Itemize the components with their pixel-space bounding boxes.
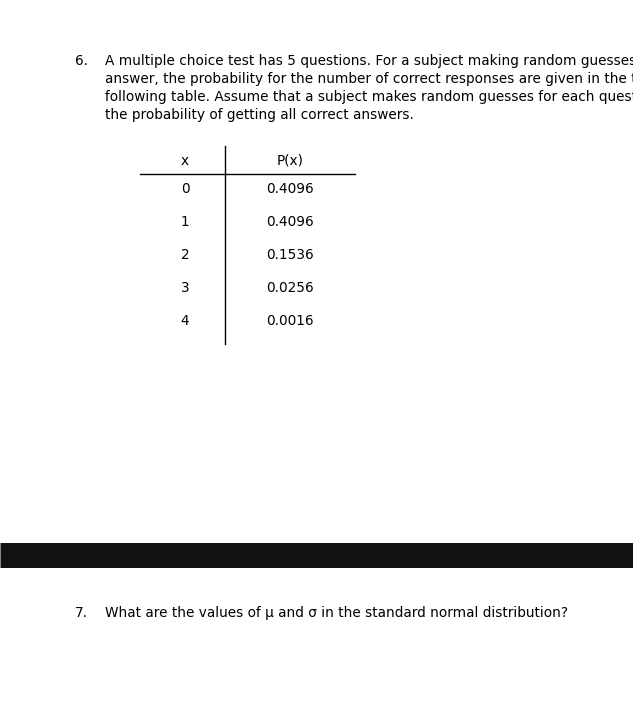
Text: 7.: 7.: [75, 606, 88, 620]
Text: 0.0016: 0.0016: [266, 314, 314, 328]
Text: 1: 1: [180, 215, 189, 229]
Text: answer, the probability for the number of correct responses are given in the tab: answer, the probability for the number o…: [105, 72, 633, 86]
Text: following table. Assume that a subject makes random guesses for each question. F: following table. Assume that a subject m…: [105, 90, 633, 104]
Text: 2: 2: [180, 248, 189, 262]
Text: 0.0256: 0.0256: [266, 281, 314, 295]
Text: A multiple choice test has 5 questions. For a subject making random guesses for : A multiple choice test has 5 questions. …: [105, 54, 633, 68]
Text: 0: 0: [180, 182, 189, 196]
Text: x: x: [181, 154, 189, 168]
Text: 6.: 6.: [75, 54, 88, 68]
Text: 0.1536: 0.1536: [266, 248, 314, 262]
Text: 0.4096: 0.4096: [266, 182, 314, 196]
Text: 3: 3: [180, 281, 189, 295]
Text: the probability of getting all correct answers.: the probability of getting all correct a…: [105, 108, 414, 122]
Text: P(x): P(x): [277, 154, 303, 168]
Text: What are the values of μ and σ in the standard normal distribution?: What are the values of μ and σ in the st…: [105, 606, 568, 620]
Text: 0.4096: 0.4096: [266, 215, 314, 229]
Text: 4: 4: [180, 314, 189, 328]
